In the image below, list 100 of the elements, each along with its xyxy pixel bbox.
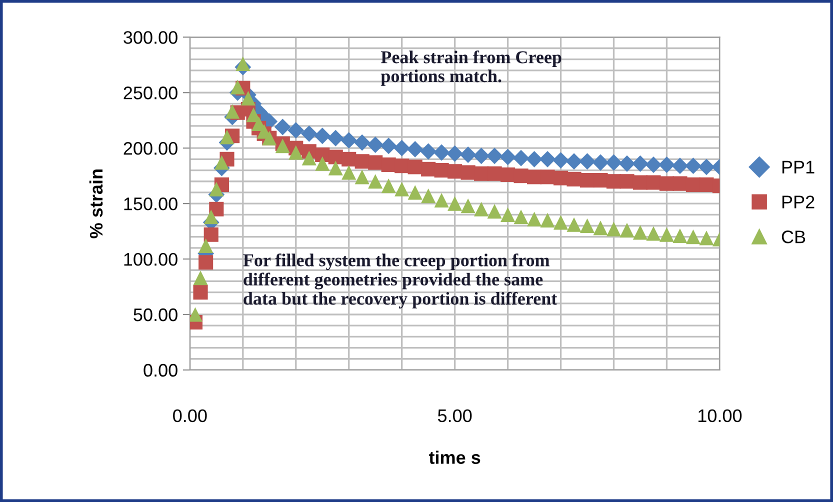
point xyxy=(381,178,396,194)
point xyxy=(380,138,397,154)
y-tick-label: 50.00 xyxy=(134,308,178,322)
point xyxy=(340,132,358,149)
point xyxy=(381,157,396,172)
point xyxy=(406,140,424,158)
point xyxy=(566,153,582,170)
point xyxy=(328,160,343,176)
point xyxy=(645,156,662,173)
point xyxy=(190,307,203,322)
point xyxy=(394,140,410,156)
point xyxy=(288,122,304,139)
annotation: Peak strain from Creep portions match. xyxy=(380,50,562,86)
point xyxy=(204,227,218,242)
point xyxy=(553,170,568,186)
point xyxy=(659,227,674,242)
point xyxy=(593,172,608,188)
point xyxy=(632,175,648,190)
point xyxy=(632,225,648,240)
point xyxy=(368,155,383,170)
point xyxy=(193,270,208,286)
point xyxy=(394,182,410,196)
point xyxy=(394,158,410,174)
x-axis-title: time s xyxy=(428,450,480,464)
point xyxy=(302,150,316,166)
point xyxy=(434,162,449,178)
point xyxy=(460,198,476,214)
point xyxy=(421,188,436,204)
legend-label: PP1 xyxy=(782,160,814,174)
point xyxy=(526,150,543,168)
point xyxy=(593,220,608,236)
y-tick-label: 100.00 xyxy=(124,252,178,266)
point xyxy=(198,238,214,253)
point xyxy=(685,158,702,174)
point xyxy=(487,166,502,181)
point xyxy=(514,210,528,224)
legend-label: CB xyxy=(782,230,806,244)
point xyxy=(606,154,622,171)
point xyxy=(486,148,503,164)
point xyxy=(632,155,648,172)
point xyxy=(354,170,370,184)
point xyxy=(433,144,450,161)
point xyxy=(236,56,250,72)
point xyxy=(342,165,356,180)
point xyxy=(566,172,582,186)
point xyxy=(368,174,383,189)
point xyxy=(421,162,436,176)
x-tick-label: 0.00 xyxy=(173,409,207,422)
point xyxy=(618,155,636,172)
point xyxy=(552,152,569,169)
point xyxy=(288,145,304,160)
y-tick-label: 300.00 xyxy=(124,31,178,44)
point xyxy=(620,222,634,238)
point xyxy=(658,156,675,173)
point xyxy=(354,134,370,151)
point xyxy=(646,226,661,241)
point xyxy=(699,177,714,192)
point xyxy=(514,168,528,184)
point xyxy=(314,128,331,144)
point xyxy=(500,167,516,182)
point xyxy=(460,146,476,163)
point xyxy=(204,210,218,224)
point xyxy=(487,204,502,219)
point xyxy=(527,212,542,226)
point xyxy=(342,152,356,166)
point xyxy=(473,148,490,164)
y-axis-title: % strain xyxy=(89,170,103,238)
point xyxy=(698,158,715,176)
point xyxy=(420,143,437,160)
point xyxy=(500,207,516,222)
point xyxy=(408,160,422,174)
point xyxy=(448,196,462,211)
point xyxy=(580,218,595,234)
point xyxy=(672,158,688,174)
point xyxy=(566,217,582,232)
point xyxy=(225,104,240,119)
point xyxy=(646,175,661,190)
point xyxy=(540,212,555,228)
legend-label: PP2 xyxy=(782,196,814,208)
annotation: For filled system the creep portion from different geometries provided the same data but the recovery portion is different xyxy=(243,253,558,308)
point xyxy=(553,215,568,230)
point xyxy=(209,182,224,196)
point xyxy=(539,150,556,168)
point xyxy=(220,130,234,144)
point xyxy=(699,230,714,246)
x-tick-label: 10.00 xyxy=(698,409,742,422)
point xyxy=(198,255,214,270)
point xyxy=(672,176,688,191)
point xyxy=(686,230,701,244)
point xyxy=(214,155,229,170)
point xyxy=(592,154,609,171)
y-tick-label: 150.00 xyxy=(124,197,178,210)
point xyxy=(540,170,555,184)
point xyxy=(315,156,330,171)
x-tick-label: 5.00 xyxy=(438,409,472,422)
point xyxy=(240,90,256,106)
point xyxy=(672,228,688,244)
point xyxy=(606,222,622,236)
y-tick-label: 0.00 xyxy=(144,364,178,377)
point xyxy=(448,164,462,179)
